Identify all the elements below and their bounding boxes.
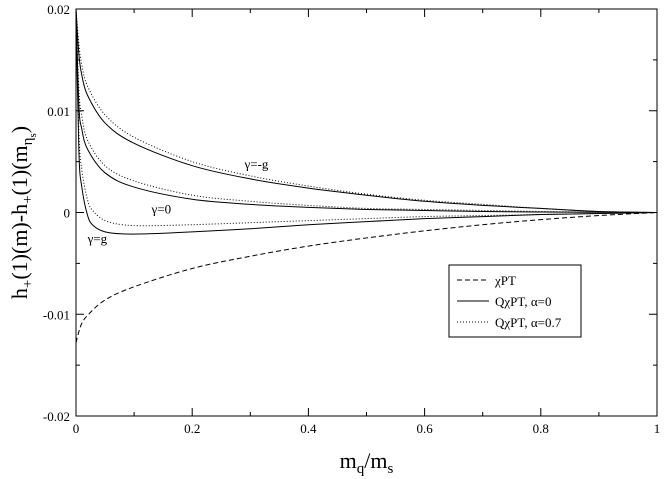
x-tick-label: 0.4: [300, 421, 317, 436]
series-line-solid: [75, 8, 658, 213]
x-tick-label: 0: [73, 421, 80, 436]
legend-label-chipt: χPT: [494, 273, 516, 288]
x-tick-label: 1: [654, 421, 661, 436]
y-tick-label: 0: [64, 206, 71, 221]
series-line-solid: [75, 8, 658, 213]
series-group: [75, 8, 658, 343]
series-line-dotted: [75, 8, 658, 227]
curve-annotation: γ=0: [151, 202, 172, 217]
x-axis-label: mq/ms: [340, 448, 394, 477]
y-tick-label: 0.02: [47, 2, 70, 17]
curve-annotation: γ=g: [87, 231, 108, 246]
y-tick-label: -0.01: [43, 307, 70, 322]
x-tick-label: 0.2: [184, 421, 200, 436]
x-tick-label: 0.8: [533, 421, 549, 436]
series-line-dashed: [75, 212, 658, 343]
y-axis-label: h+(1)(m)-h+(1)(mηs): [7, 126, 39, 299]
series-line-solid: [75, 8, 658, 235]
y-tick-label: 0.01: [47, 104, 70, 119]
y-tick-label: -0.02: [43, 409, 70, 424]
x-tick-label: 0.6: [416, 421, 433, 436]
legend: χPT QχPT, α=0 QχPT, α=0.7: [448, 264, 582, 338]
annotations: γ=-g γ=0 γ=g: [87, 157, 269, 246]
legend-label-qchipt-alpha0: QχPT, α=0: [495, 294, 552, 309]
series-line-dotted: [75, 8, 658, 213]
legend-label-qchipt-alpha07: QχPT, α=0.7: [495, 315, 562, 330]
curve-annotation: γ=-g: [243, 157, 268, 172]
series-line-dotted: [75, 8, 658, 213]
axis-ticks: 0 0.2 0.4 0.6 0.8 1 -0.02 -0.01 0 0.01 0.02: [43, 2, 660, 436]
